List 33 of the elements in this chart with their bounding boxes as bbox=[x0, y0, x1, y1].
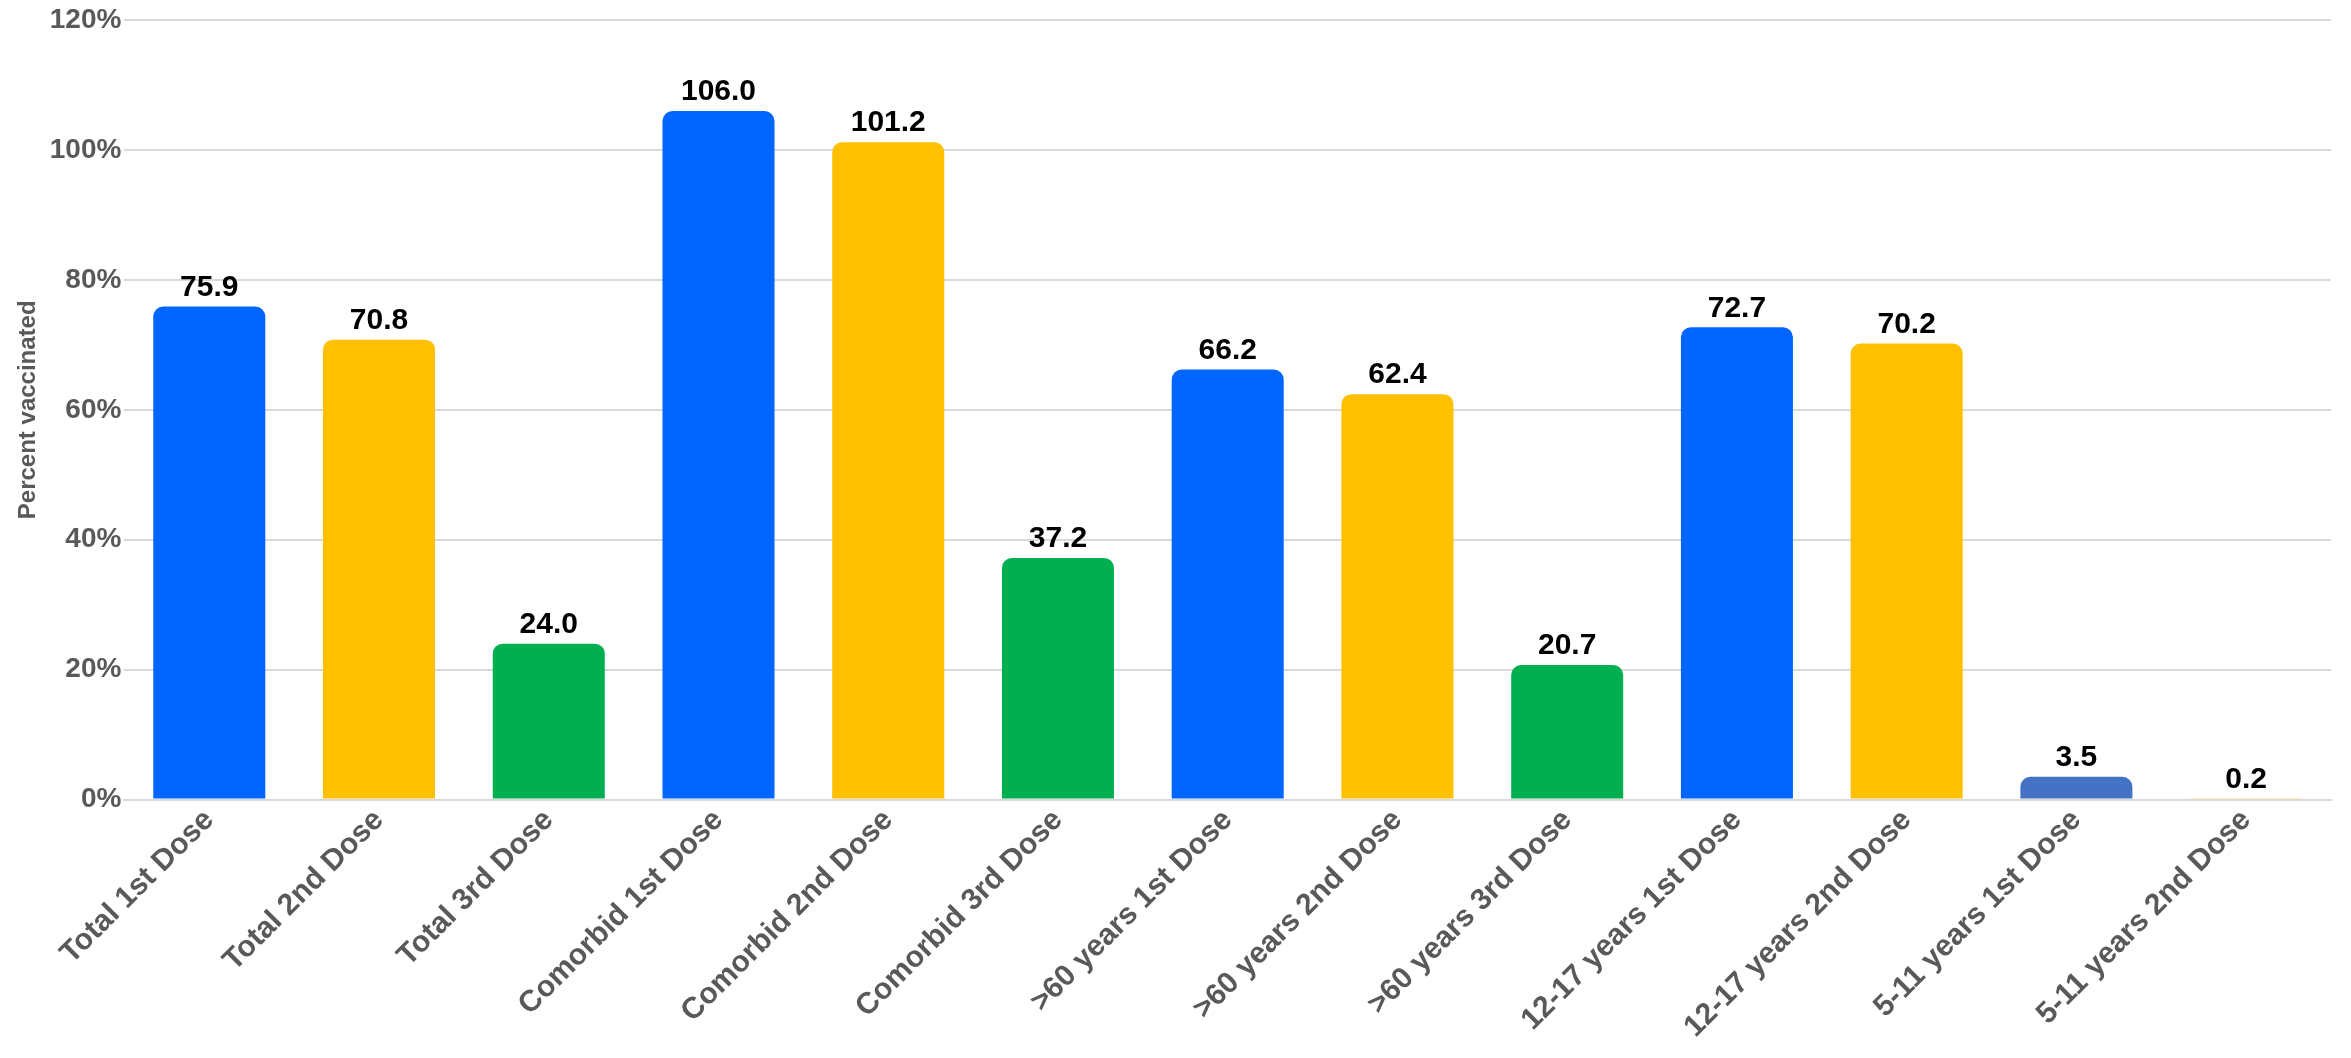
bar bbox=[1341, 394, 1454, 799]
y-tick-label: 40% bbox=[65, 522, 122, 554]
data-label: 70.2 bbox=[1877, 305, 1936, 339]
bar bbox=[1850, 343, 1963, 799]
data-label: 3.5 bbox=[2055, 739, 2098, 773]
bar bbox=[153, 306, 266, 799]
bar bbox=[492, 643, 605, 799]
data-label: 70.8 bbox=[349, 301, 409, 335]
bar bbox=[1680, 327, 1793, 799]
data-label: 20.7 bbox=[1537, 627, 1597, 661]
y-tick-label: 20% bbox=[65, 652, 122, 684]
data-label: 62.4 bbox=[1368, 356, 1427, 390]
y-tick-label: 100% bbox=[49, 132, 122, 164]
y-tick-label: 60% bbox=[65, 392, 122, 424]
data-label: 106.0 bbox=[680, 73, 757, 107]
data-label: 101.2 bbox=[850, 104, 926, 138]
data-label: 72.7 bbox=[1707, 289, 1767, 323]
bar bbox=[662, 110, 775, 799]
data-label: 24.0 bbox=[519, 605, 578, 639]
bar bbox=[1001, 557, 1114, 799]
data-label: 0.2 bbox=[2225, 760, 2267, 794]
data-label: 37.2 bbox=[1028, 520, 1088, 554]
y-axis-title: Percent vaccinated bbox=[13, 300, 41, 520]
data-label: 66.2 bbox=[1198, 331, 1257, 365]
bar bbox=[2020, 776, 2133, 799]
bar bbox=[323, 339, 436, 799]
y-tick-label: 120% bbox=[49, 2, 122, 34]
y-tick-label: 80% bbox=[65, 262, 122, 294]
bar bbox=[1171, 369, 1284, 799]
data-label: 75.9 bbox=[180, 268, 239, 302]
y-tick-label: 0% bbox=[80, 782, 122, 814]
bar bbox=[832, 142, 945, 799]
bar bbox=[1511, 665, 1624, 799]
